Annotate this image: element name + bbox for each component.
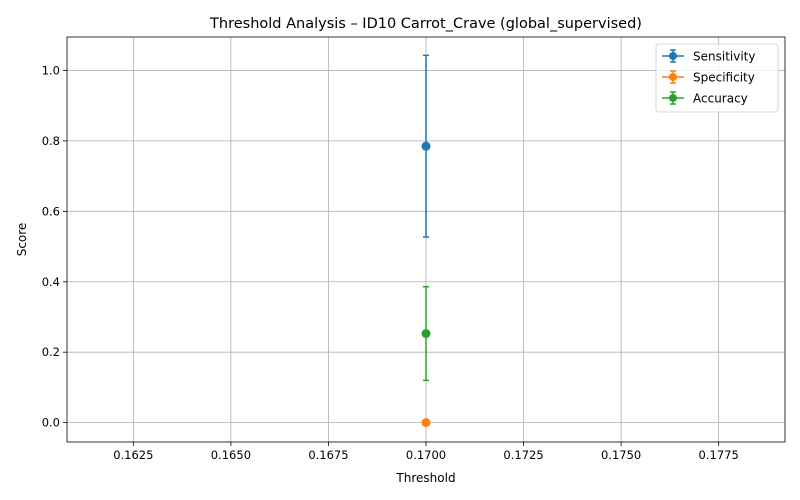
data-point: [421, 141, 431, 151]
y-tick-label: 0.2: [42, 345, 60, 359]
data-point: [421, 329, 431, 339]
legend-label: Accuracy: [693, 92, 748, 106]
x-tick-label: 0.1625: [113, 448, 153, 462]
y-tick-label: 0.8: [42, 134, 60, 148]
x-tick-label: 0.1700: [406, 448, 446, 462]
legend-label: Specificity: [693, 71, 755, 85]
chart-title: Threshold Analysis – ID10 Carrot_Crave (…: [209, 16, 642, 32]
data-point: [421, 418, 431, 428]
x-axis-label: Threshold: [395, 471, 455, 485]
legend-label: Sensitivity: [693, 50, 755, 64]
x-tick-label: 0.1775: [699, 448, 739, 462]
y-tick-label: 0.0: [42, 416, 60, 430]
y-tick-label: 0.4: [42, 275, 60, 289]
y-tick-label: 1.0: [42, 63, 60, 77]
y-axis-label: Score: [15, 223, 29, 257]
legend: Sensitivity Specificity Accuracy: [655, 43, 779, 113]
legend-marker: [669, 52, 677, 60]
legend-box: [655, 43, 779, 113]
legend-marker: [669, 94, 677, 102]
x-tick-label: 0.1750: [601, 448, 641, 462]
legend-marker: [669, 73, 677, 81]
ticks: 0.1625 0.1650 0.1675 0.1700 0.1725 0.1750 0.17…: [42, 63, 739, 462]
x-tick-label: 0.1650: [211, 448, 251, 462]
y-tick-label: 0.6: [42, 204, 60, 218]
x-tick-label: 0.1725: [503, 448, 543, 462]
series-layer: [421, 54, 431, 428]
x-tick-label: 0.1675: [308, 448, 348, 462]
